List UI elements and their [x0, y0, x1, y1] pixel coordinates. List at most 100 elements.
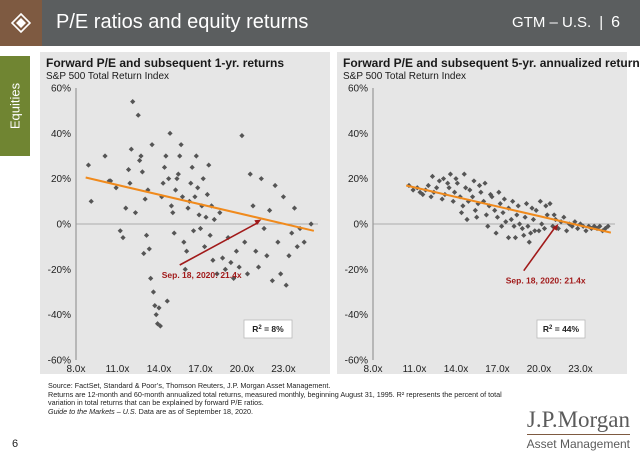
data-point	[192, 194, 198, 200]
data-point	[258, 176, 264, 182]
data-point	[605, 223, 611, 229]
guide-name: GTM – U.S.	[512, 14, 592, 31]
source-notes: Source: FactSet, Standard & Poor’s, Thom…	[48, 381, 518, 416]
data-point	[286, 253, 292, 259]
data-point	[267, 207, 273, 213]
data-point	[528, 230, 534, 236]
data-point	[291, 205, 298, 211]
data-point	[130, 99, 136, 105]
annotation-arrowhead	[552, 224, 559, 231]
x-tick-label: 8.0x	[67, 364, 86, 374]
x-tick-label: 14.0x	[444, 364, 468, 374]
x-tick-label: 11.0x	[403, 364, 427, 374]
data-point	[494, 214, 501, 220]
guide-title: Guide to the Markets – U.S.	[48, 406, 137, 416]
data-point	[161, 164, 168, 170]
data-point	[168, 203, 175, 209]
annotation-label: Sep. 18, 2020: 21.4x	[162, 270, 242, 280]
data-point	[451, 189, 458, 195]
r-squared-box	[243, 319, 293, 339]
data-point	[500, 210, 506, 216]
data-point	[499, 223, 505, 229]
y-tick-label: 20%	[348, 174, 368, 185]
data-point	[544, 212, 550, 218]
scatter-chart-5yr: 60% 40% 20% 0% -20% -40% -60%8.0x 11.0x 14.0x 17.…	[345, 84, 615, 374]
data-point	[541, 225, 548, 232]
header-page-number: 6	[611, 14, 620, 31]
data-point	[550, 223, 556, 229]
data-point	[469, 194, 476, 200]
y-tick-label: -20%	[345, 265, 368, 276]
data-point	[138, 153, 144, 159]
data-date: Data are as of September 18, 2020.	[136, 406, 253, 416]
data-point	[113, 185, 119, 191]
x-tick-label: 17.0x	[485, 364, 509, 374]
data-point	[272, 182, 278, 189]
jpmorgan-logo: J.P.Morgan Asset Management	[526, 408, 630, 451]
scatter-chart-1yr: 60% 40% 20% 0% -20% -40% -60%8.0x 11.0x 14.0x 17.…	[48, 84, 318, 374]
data-point	[471, 178, 477, 184]
data-point	[163, 153, 169, 159]
data-point	[172, 187, 179, 193]
data-point	[207, 232, 213, 238]
data-point	[440, 176, 447, 182]
x-tick-label: 14.0x	[147, 364, 171, 374]
data-point	[148, 275, 154, 281]
y-tick-label: 60%	[51, 84, 71, 95]
data-point	[529, 205, 535, 211]
data-point	[239, 133, 245, 139]
section-tab-label: Equities	[7, 82, 23, 130]
data-point	[453, 176, 459, 182]
data-point	[472, 207, 478, 213]
y-tick-label: -60%	[345, 356, 368, 367]
data-point	[460, 203, 466, 209]
y-tick-label: 0%	[57, 220, 72, 231]
data-point	[537, 198, 543, 204]
data-point	[445, 180, 451, 186]
data-point	[253, 248, 259, 254]
page-title: P/E ratios and equity returns	[56, 11, 309, 33]
data-point	[197, 225, 204, 232]
data-point	[519, 225, 525, 232]
data-point	[454, 180, 460, 186]
section-tab[interactable]: Equities	[0, 56, 30, 156]
gtm-logo	[0, 0, 42, 46]
data-point	[429, 173, 436, 179]
data-point	[88, 198, 94, 204]
data-point	[543, 203, 549, 209]
header-separator: |	[599, 14, 604, 31]
data-point	[489, 194, 495, 200]
methodology-line: Returns are 12-month and 60-month annual…	[48, 389, 502, 399]
data-point	[516, 221, 523, 227]
data-point	[478, 189, 484, 195]
data-point	[521, 232, 527, 238]
diamond-logo-icon	[11, 13, 31, 33]
annotation-arrow	[179, 221, 259, 266]
data-point	[301, 239, 307, 245]
section-label: GTM – U.S. | 6	[512, 14, 620, 32]
data-point	[561, 214, 567, 220]
data-point	[171, 230, 177, 236]
data-point	[146, 246, 152, 252]
data-point	[189, 164, 195, 170]
brand-subtitle: Asset Management	[526, 434, 630, 451]
data-point	[308, 221, 314, 227]
data-point	[204, 191, 210, 198]
data-point	[152, 303, 158, 309]
data-point	[141, 250, 147, 257]
data-point	[564, 228, 570, 234]
page-number: 6	[12, 438, 19, 450]
data-point	[602, 225, 608, 232]
data-point	[190, 228, 197, 234]
data-point	[178, 142, 184, 148]
chart-panel-1yr: Forward P/E and subsequent 1-yr. returns…	[40, 52, 330, 374]
r-squared-label: R2 = 8%	[252, 324, 284, 334]
data-point	[533, 207, 539, 213]
y-tick-label: -60%	[48, 356, 71, 367]
data-point	[492, 207, 498, 213]
x-tick-label: 11.0x	[106, 364, 130, 374]
methodology-line: variation in total returns that can be e…	[48, 398, 264, 408]
data-point	[474, 214, 480, 220]
x-tick-label: 8.0x	[364, 364, 383, 374]
data-point	[572, 219, 578, 225]
